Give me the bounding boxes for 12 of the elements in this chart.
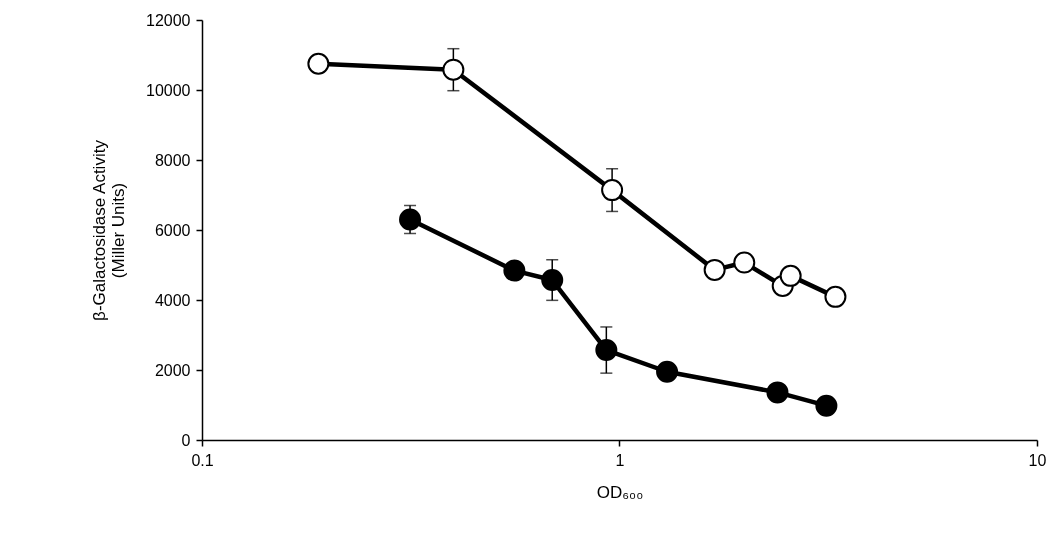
x-tick-label: 1 <box>615 451 625 469</box>
y-tick-label: 0 <box>181 431 191 449</box>
y-tick-label: 2000 <box>154 361 191 379</box>
x-tick-label: 0.1 <box>191 451 214 469</box>
y-tick-label: 10000 <box>146 81 191 99</box>
x-tick-label: 10 <box>1028 451 1047 469</box>
y-tick-label: 12000 <box>146 11 191 29</box>
y-tick-label: 8000 <box>154 151 191 169</box>
y-tick-label: 6000 <box>154 221 191 239</box>
x-axis-title: OD₆₀₀ <box>596 482 644 502</box>
y-axis-title: β-Galactosidase Activity (Miller Units) <box>90 139 129 321</box>
y-tick-label: 4000 <box>154 291 191 309</box>
